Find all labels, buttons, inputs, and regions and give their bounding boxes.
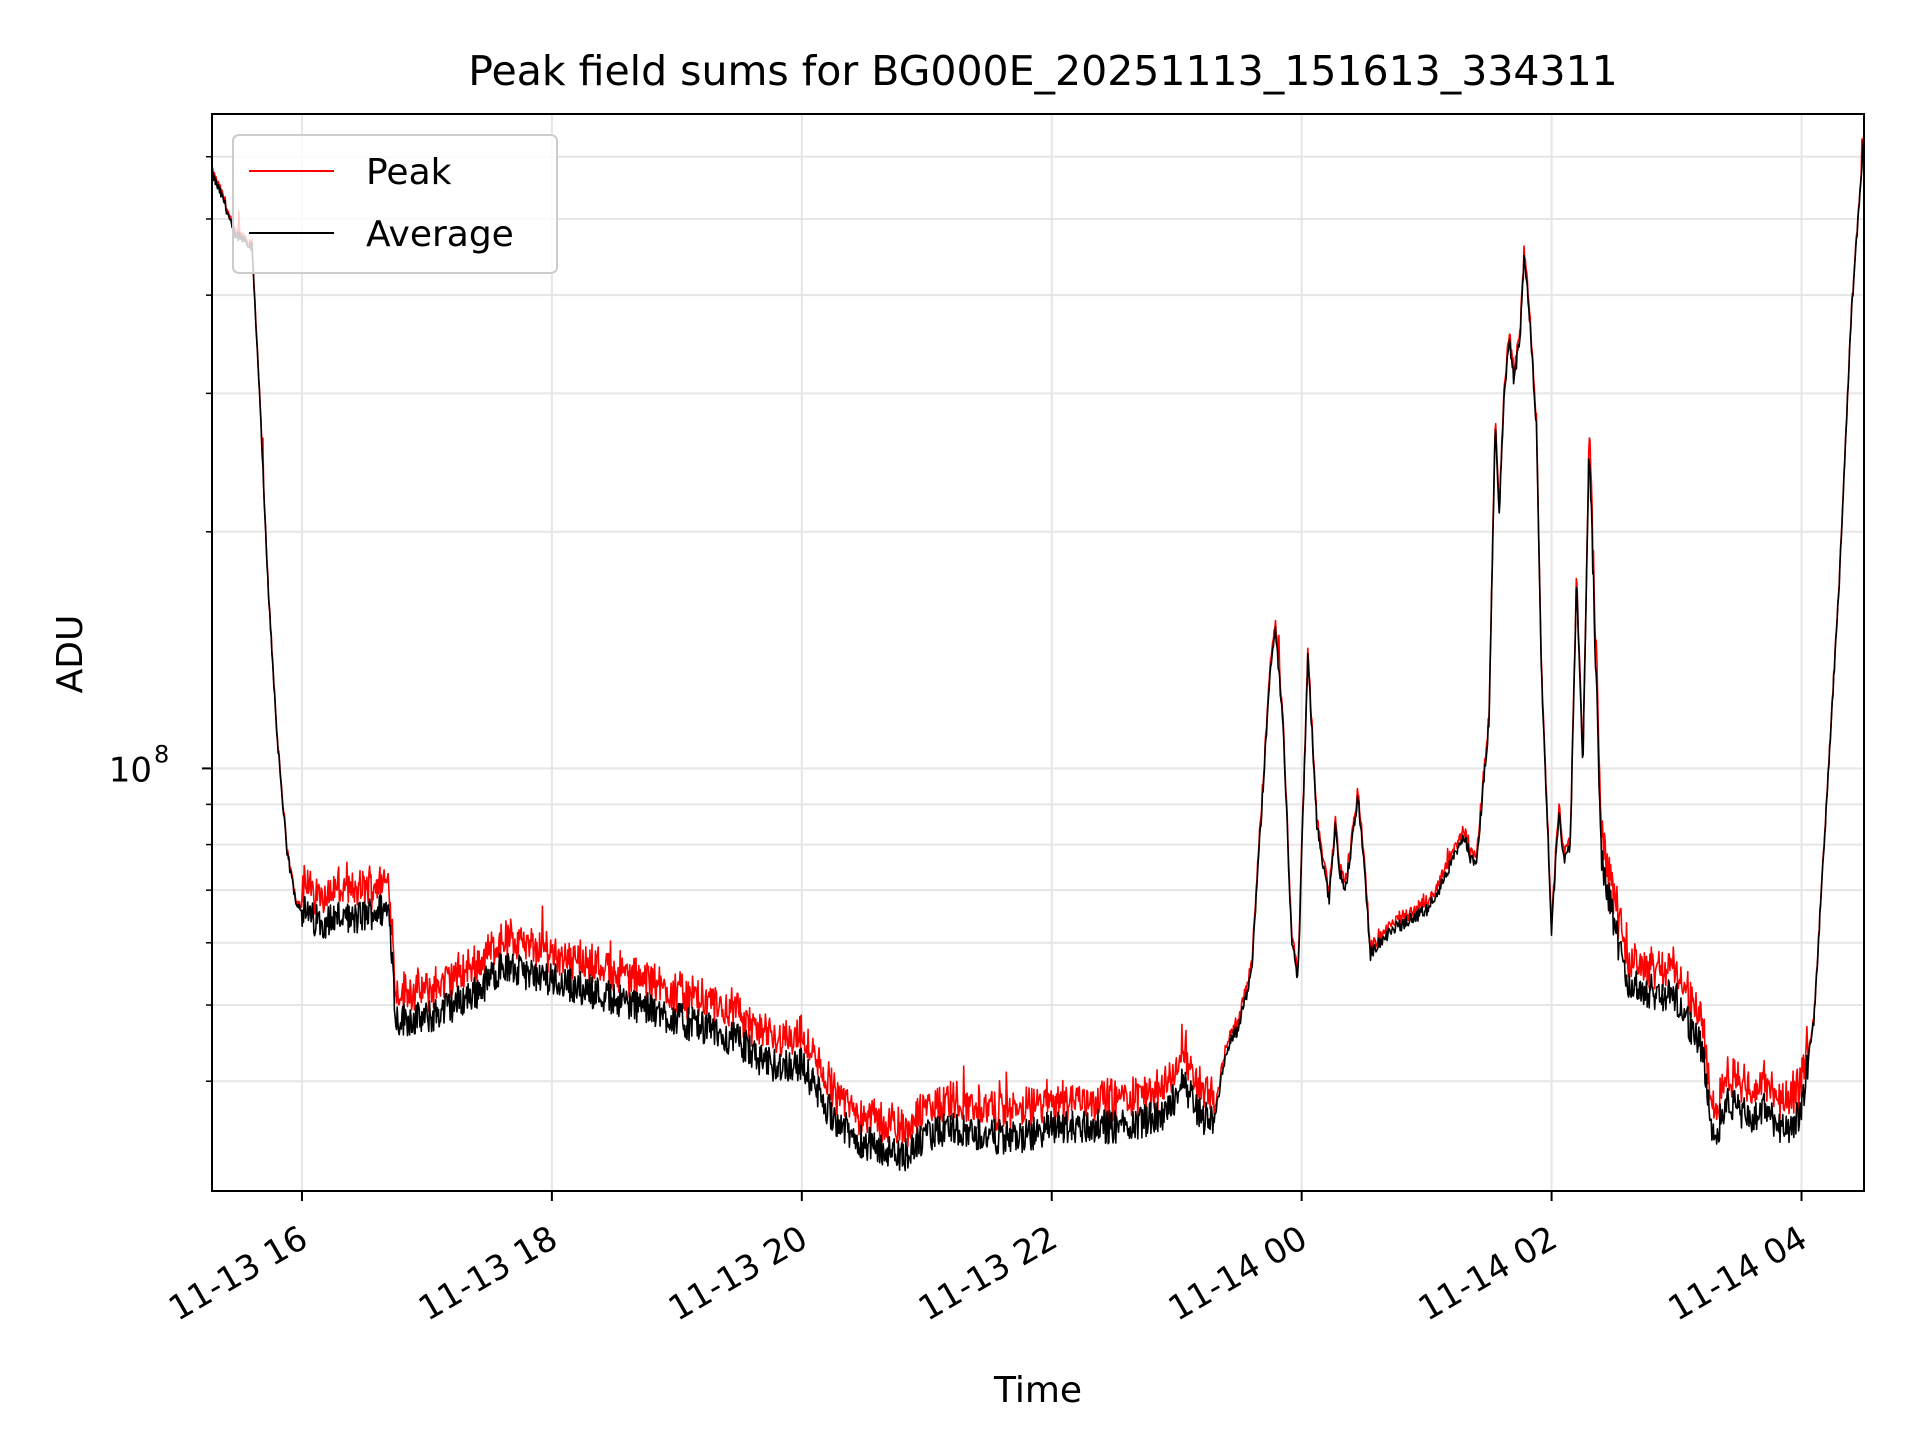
x-axis-label: Time [993, 1370, 1082, 1411]
y-axis-label: ADU [50, 615, 91, 694]
grid-layer [212, 114, 1864, 1191]
legend: Peak Average [232, 134, 558, 274]
legend-label-average: Average [366, 214, 514, 255]
series-group [212, 132, 1864, 1172]
series-layer [212, 132, 1864, 1172]
y-tick-label-exponent: 8 [154, 740, 169, 768]
y-tick-label-base: 10 [109, 750, 152, 790]
legend-label-peak: Peak [366, 152, 452, 193]
plot-frame [211, 113, 1865, 1192]
series-line-peak [212, 132, 1864, 1148]
legend-box [232, 134, 558, 274]
series-line-average [212, 135, 1864, 1172]
chart-title: Peak field sums for BG000E_20251113_1516… [468, 47, 1618, 95]
y-tick-layer: 10 8 [109, 155, 212, 1082]
